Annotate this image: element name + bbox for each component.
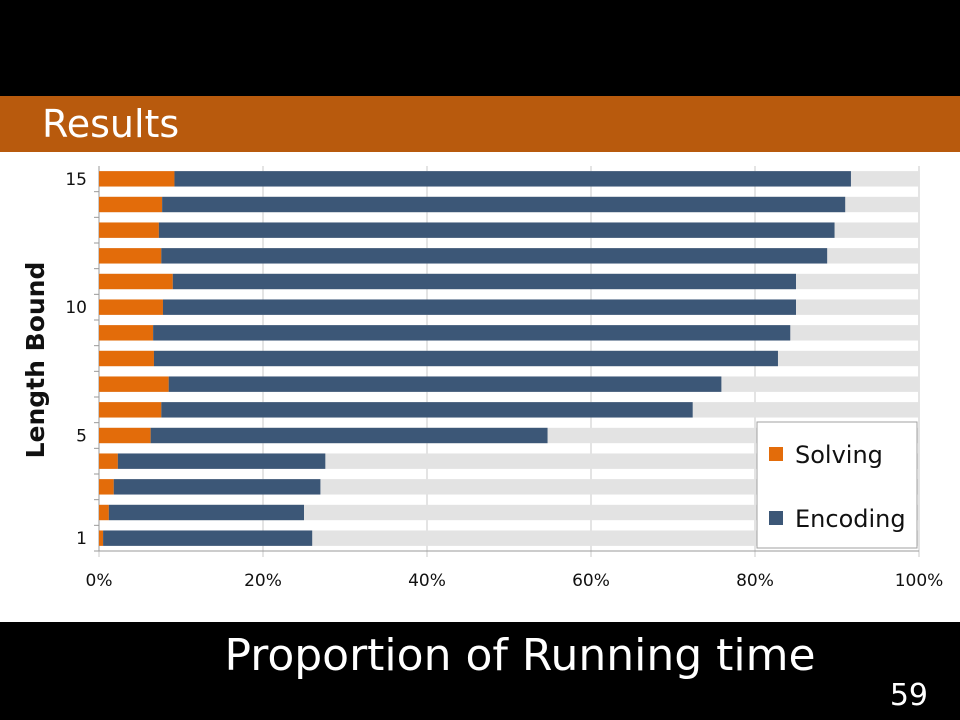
bar-encoding — [153, 325, 791, 341]
y-tick-label: 15 — [65, 170, 87, 190]
slide-title: Results — [42, 102, 180, 146]
legend-label: Encoding — [795, 505, 906, 533]
y-axis-label: Length Bound — [21, 262, 50, 459]
bar-encoding — [161, 248, 828, 264]
bar-encoding — [162, 299, 796, 315]
bar-solving — [99, 196, 163, 213]
bar-solving — [99, 299, 163, 315]
y-tick-label: 1 — [76, 529, 87, 549]
legend: Solving Encoding — [756, 421, 918, 549]
legend-box — [756, 421, 918, 549]
bar-solving — [99, 479, 114, 495]
bar-encoding — [113, 479, 321, 495]
bar-solving — [99, 350, 154, 367]
bars — [99, 171, 919, 546]
bar-solving — [99, 248, 162, 264]
bar-solving — [99, 222, 159, 238]
bar-solving — [99, 171, 175, 187]
bar-encoding — [153, 350, 778, 367]
bar-encoding — [108, 504, 304, 521]
bar-solving — [99, 273, 173, 290]
bar-encoding — [117, 453, 326, 469]
bar-encoding — [158, 222, 835, 238]
bar-encoding — [103, 530, 313, 546]
x-tick-label: 20% — [244, 571, 282, 591]
bar-solving — [99, 325, 154, 341]
x-tick-label: 40% — [408, 571, 446, 591]
bar-solving — [99, 504, 109, 521]
x-tick-label: 100% — [895, 571, 944, 591]
bar-solving — [99, 530, 104, 546]
bar-encoding — [168, 376, 722, 392]
bar-solving — [99, 453, 118, 469]
x-tick-label: 80% — [736, 571, 774, 591]
bar-encoding — [161, 402, 693, 418]
legend-label: Solving — [795, 441, 883, 469]
x-axis-ticks: 0% 20% 40% 60% 80% 100% — [86, 571, 944, 591]
y-tick-label: 5 — [76, 427, 87, 447]
bar-solving — [99, 402, 162, 418]
bar-solving — [99, 427, 151, 444]
legend-swatch — [769, 511, 783, 525]
bar-encoding — [162, 196, 846, 213]
bar-encoding — [150, 427, 548, 444]
legend-swatch — [769, 447, 783, 461]
slide-number: 59 — [889, 678, 928, 713]
title-band — [0, 96, 960, 152]
x-tick-label: 0% — [86, 571, 113, 591]
bar-solving — [99, 376, 169, 392]
bar-encoding — [174, 171, 851, 187]
bar-encoding — [172, 273, 797, 290]
slide-caption: Proportion of Running time — [224, 630, 816, 681]
y-tick-label: 10 — [65, 298, 87, 318]
x-tick-label: 60% — [572, 571, 610, 591]
